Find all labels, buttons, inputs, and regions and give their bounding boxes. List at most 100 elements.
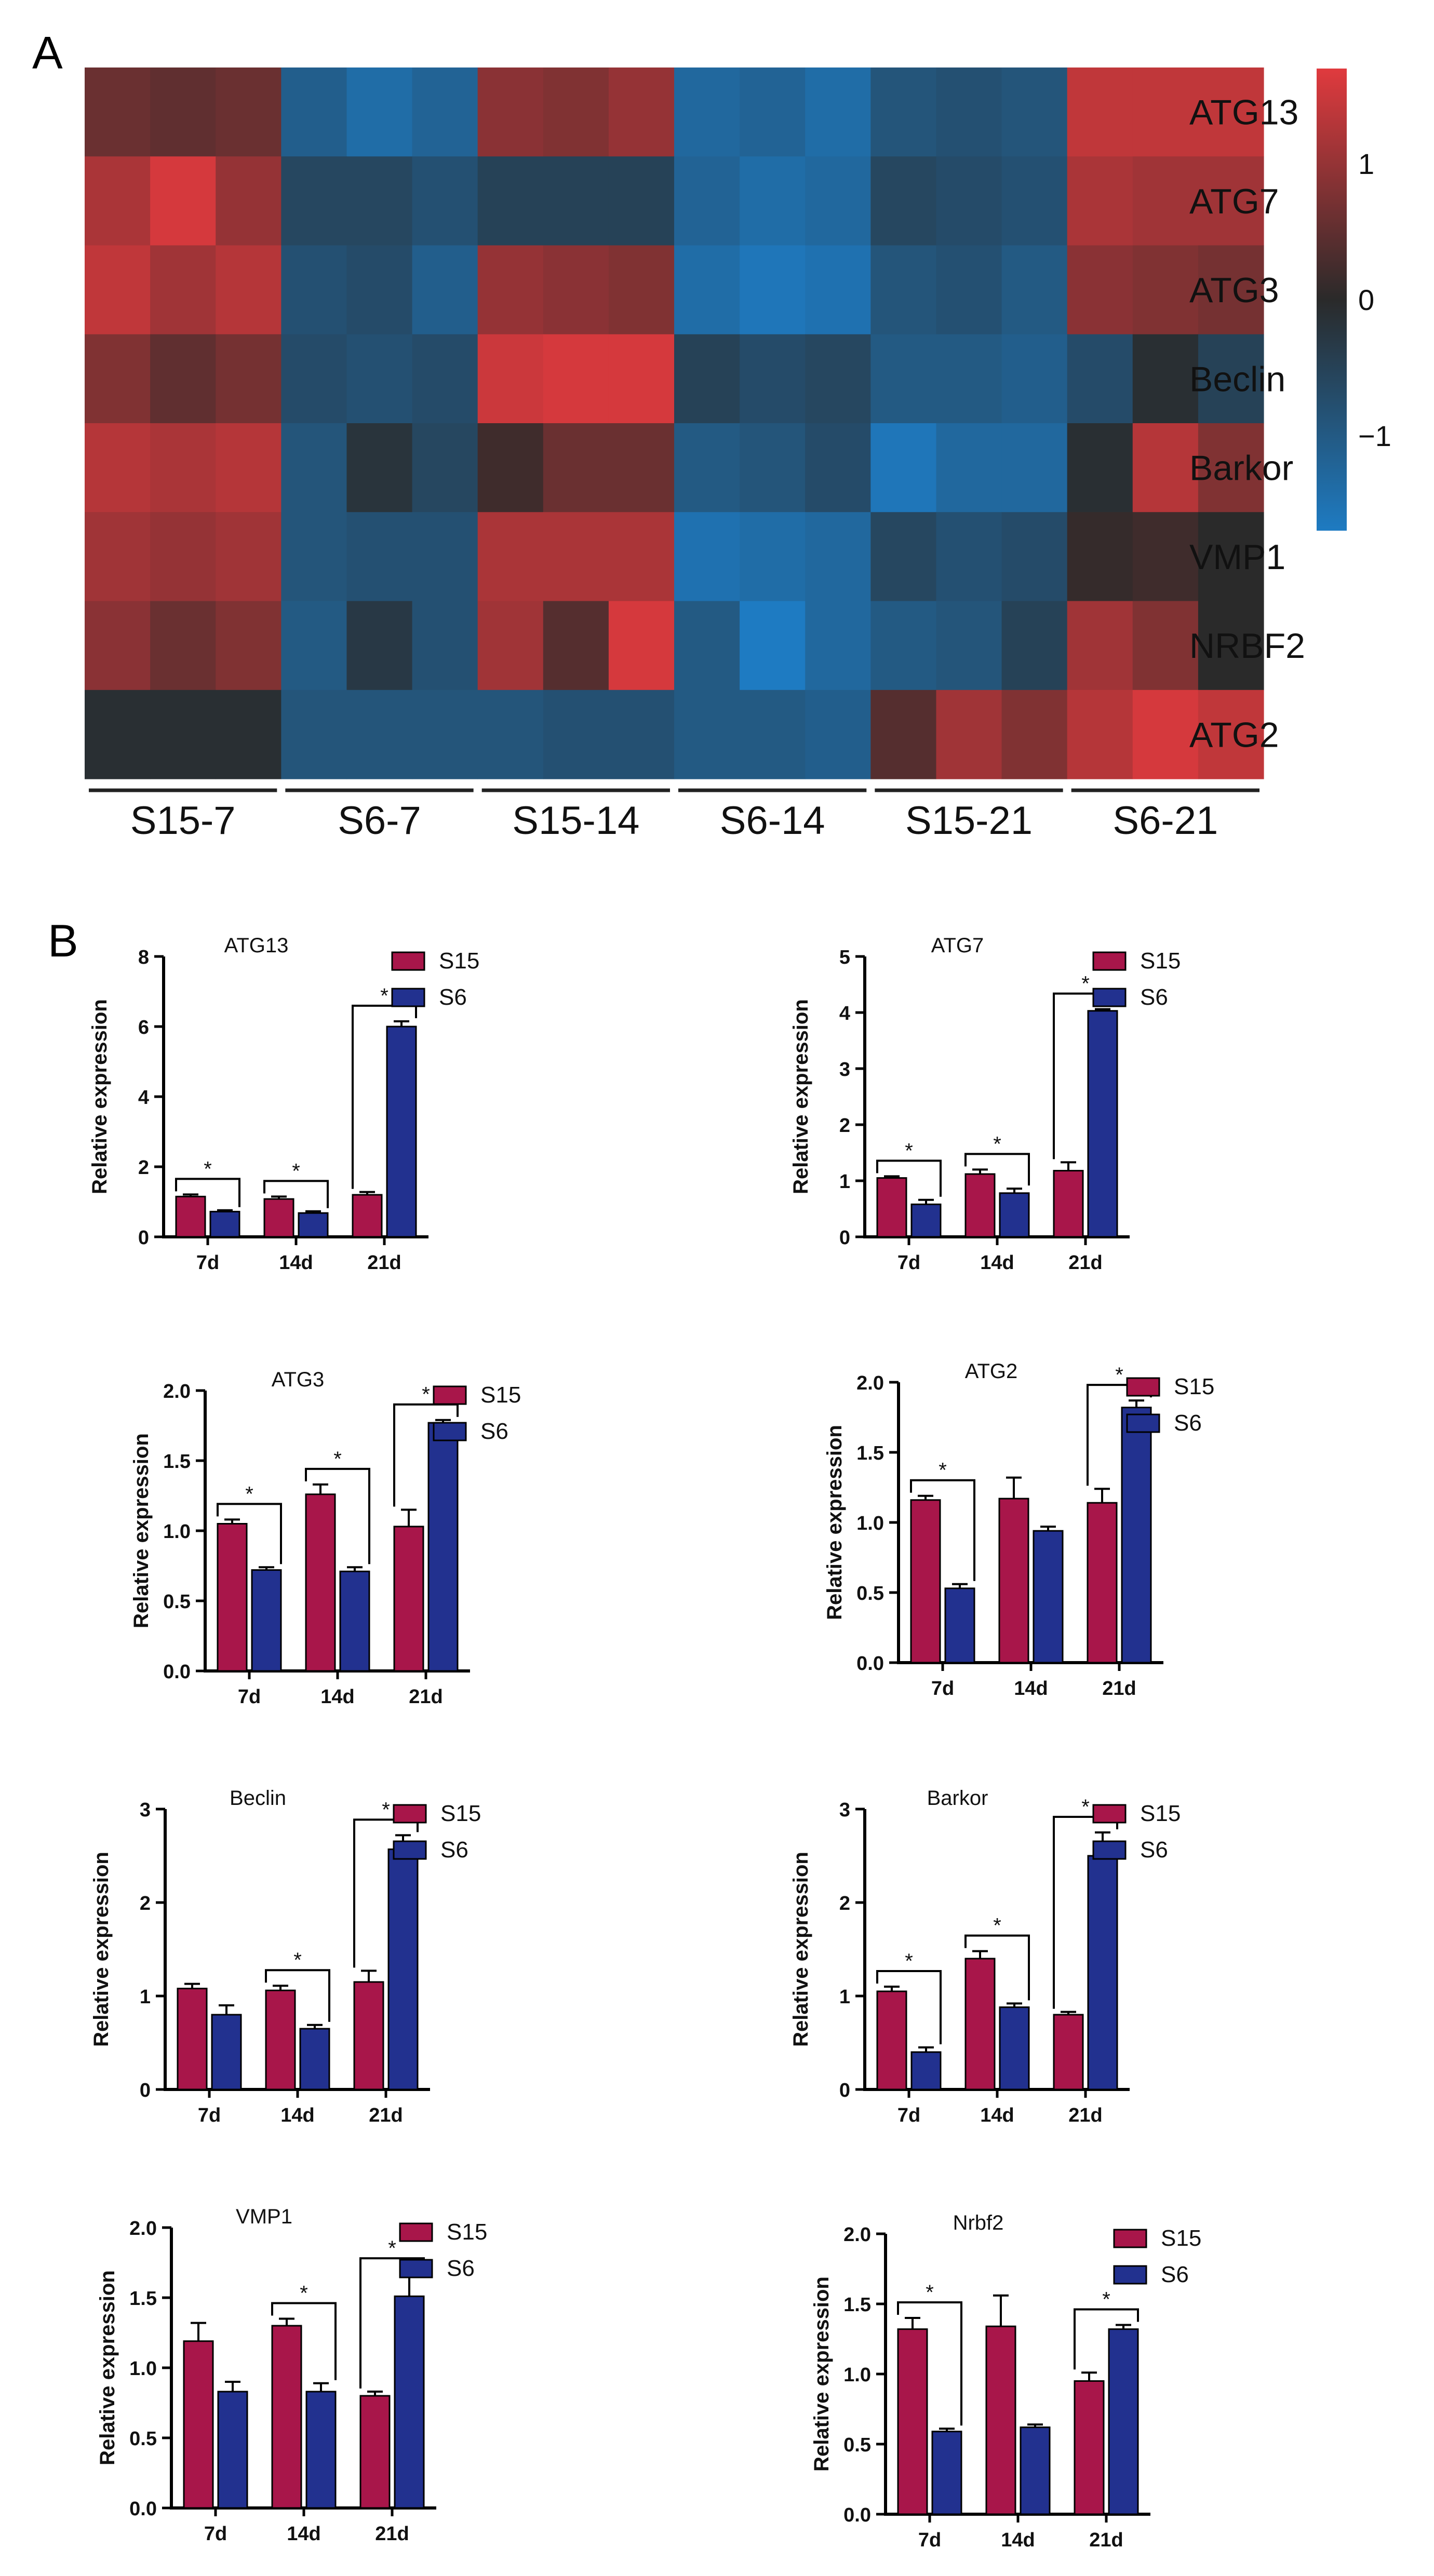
heatmap-cell [936, 423, 1002, 512]
y-tick-label: 0.0 [129, 2498, 157, 2520]
significance-bracket [964, 1934, 1030, 2001]
x-tick-label: 21d [1102, 1678, 1136, 1700]
heatmap-cell [85, 334, 151, 424]
heatmap-cell [281, 334, 347, 424]
heatmap-cell [412, 334, 478, 424]
significance-bracket [265, 1969, 330, 2022]
heatmap-cell [870, 423, 937, 512]
heatmap-cell [674, 334, 740, 424]
bar [1108, 2328, 1139, 2515]
legend-swatch [1092, 951, 1127, 971]
bar [999, 1192, 1030, 1238]
chart-title: ATG3 [272, 1368, 325, 1391]
heatmap-cell [281, 68, 347, 157]
heatmap-cell [870, 334, 937, 424]
bar [271, 2325, 302, 2509]
significance-label: * [388, 2237, 396, 2260]
chart-title: ATG7 [931, 934, 984, 957]
bar [964, 1958, 996, 2091]
bar [393, 1526, 424, 1672]
x-tick-label: 7d [238, 1686, 261, 1708]
heatmap-cell [1001, 156, 1068, 246]
heatmap-cell [543, 156, 609, 246]
heatmap-cell [1198, 423, 1264, 512]
y-tick-label: 0 [839, 1227, 850, 1249]
significance-label: * [993, 1132, 1001, 1155]
heatmap-cell [477, 690, 544, 779]
bar [1087, 1010, 1118, 1238]
x-tick-label: 21d [1068, 1252, 1102, 1274]
heatmap-cell [805, 601, 871, 691]
heatmap-cell [543, 423, 609, 512]
significance-label: * [204, 1157, 212, 1180]
bar [1087, 1855, 1118, 2091]
heatmap-cell [150, 68, 216, 157]
chart-title: Nrbf2 [953, 2211, 1004, 2234]
legend-label: S15 [447, 2219, 487, 2245]
x-tick-label: 7d [198, 2105, 221, 2126]
y-tick-label: 0.0 [843, 2504, 871, 2526]
heatmap-group-label: S15-21 [905, 799, 1033, 843]
bar [359, 2395, 391, 2509]
heatmap-cell [216, 423, 282, 512]
y-tick-label: 2.0 [856, 1372, 884, 1394]
heatmap-cell [870, 245, 937, 335]
heatmap-cell [346, 156, 413, 246]
x-tick-label: 7d [897, 2105, 920, 2126]
bar [876, 1177, 907, 1238]
y-tick-label: 1.5 [856, 1442, 884, 1464]
chart-title: VMP1 [236, 2205, 292, 2228]
bar-chart-beclin: Beclin 0 1 2 3 Relative expression 7d 14d * 21d * S… [90, 1787, 481, 2126]
bar [263, 1198, 294, 1238]
heatmap-cell [1132, 68, 1199, 157]
heatmap-cell [85, 156, 151, 246]
heatmap-cell [1001, 68, 1068, 157]
heatmap-cell [608, 601, 675, 691]
heatmap-cell [216, 334, 282, 424]
significance-bracket [876, 1970, 942, 2044]
heatmap-cell [740, 334, 806, 424]
heatmap-cell [1067, 245, 1133, 335]
bar [305, 1493, 336, 1672]
x-tick-label: 7d [897, 1252, 920, 1274]
legend-label: S6 [440, 1837, 468, 1863]
bar [387, 1848, 419, 2091]
heatmap-cell [85, 68, 151, 157]
heatmap-cell [412, 245, 478, 335]
heatmap-cell [674, 423, 740, 512]
heatmap-cell [740, 512, 806, 602]
heatmap-cell [608, 423, 675, 512]
heatmap-cell [281, 156, 347, 246]
heatmap-cell [608, 68, 675, 157]
heatmap-cell [150, 334, 216, 424]
heatmap-cell [1198, 156, 1264, 246]
significance-bracket [263, 1180, 329, 1208]
bar-chart-vmp1: VMP1 0.0 0.5 1.0 1.5 2.0 Relative expression 7d… [96, 2205, 487, 2545]
heatmap-cell [740, 68, 806, 157]
significance-label: * [1115, 1364, 1123, 1386]
heatmap-cell [412, 423, 478, 512]
legend-label: S6 [1161, 2262, 1189, 2287]
heatmap-cell [1067, 512, 1133, 602]
bar [998, 1498, 1029, 1664]
heatmap-cell [543, 601, 609, 691]
y-tick-label: 0.0 [163, 1661, 191, 1683]
heatmap-cell [543, 245, 609, 335]
y-tick-label: 3 [839, 1799, 850, 1821]
x-tick-label: 21d [1089, 2529, 1123, 2551]
bar-chart-barkor: Barkor 0 1 2 3 Relative expression 7d * 14d * 21d *… [789, 1787, 1181, 2126]
heatmap-cell [477, 156, 544, 246]
significance-label: * [422, 1383, 430, 1406]
legend-swatch [433, 1422, 467, 1441]
heatmap-cell [543, 690, 609, 779]
heatmap-cell [1067, 334, 1133, 424]
y-tick-label: 0.5 [856, 1583, 884, 1604]
heatmap-cell [1067, 423, 1133, 512]
bar [211, 2014, 242, 2091]
legend-label: S15 [480, 1382, 521, 1408]
y-tick-label: 4 [138, 1087, 149, 1109]
bar [964, 1173, 996, 1238]
heatmap-cell [674, 68, 740, 157]
heatmap-cell [85, 601, 151, 691]
x-tick-label: 14d [980, 1252, 1014, 1274]
